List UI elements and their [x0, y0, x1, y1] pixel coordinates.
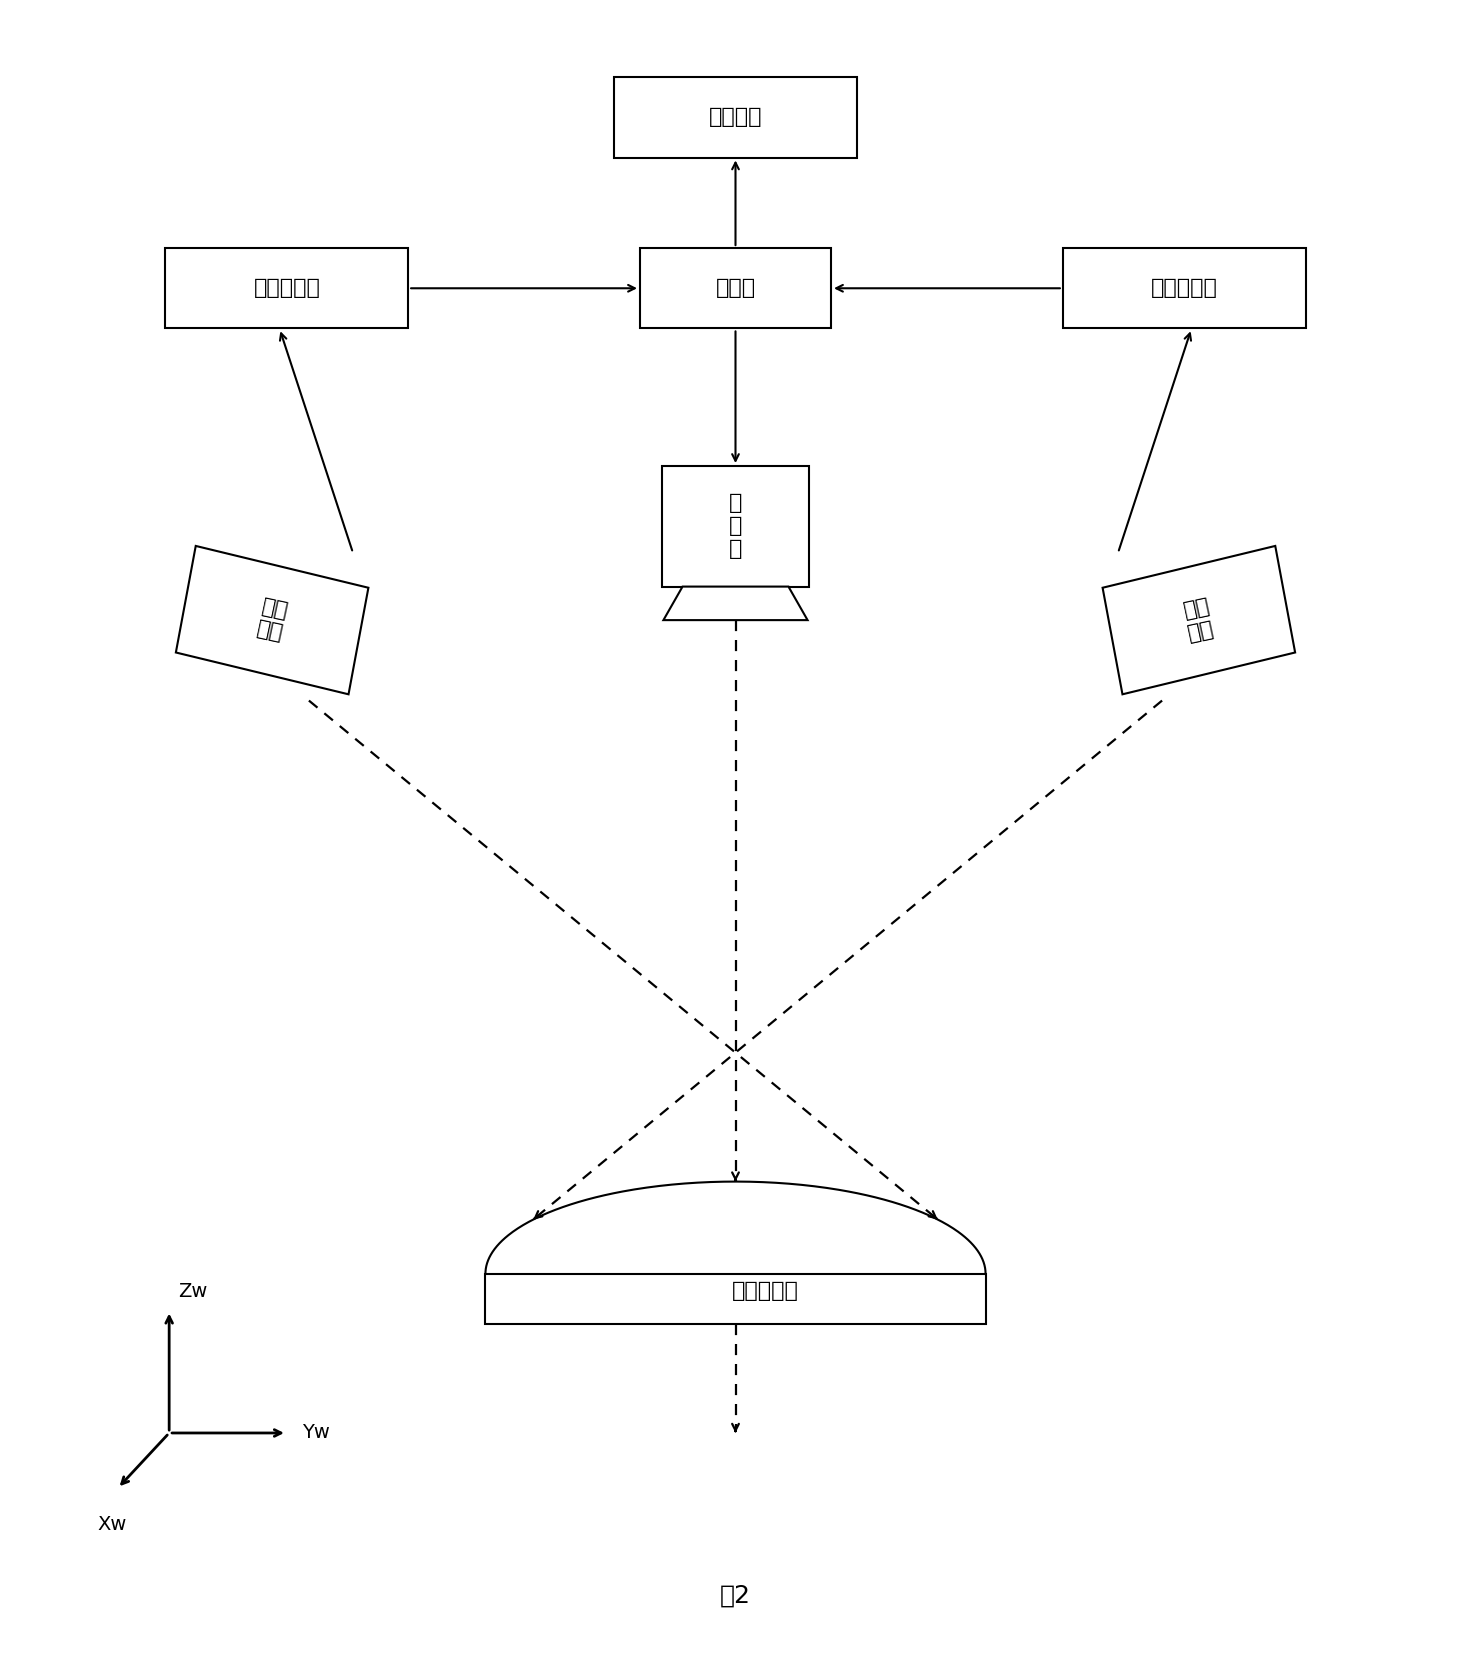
FancyBboxPatch shape	[640, 248, 831, 328]
Text: 图2: 图2	[719, 1584, 752, 1607]
FancyBboxPatch shape	[1062, 248, 1306, 328]
Text: Yw: Yw	[302, 1423, 330, 1443]
Text: 被检测物体: 被检测物体	[731, 1280, 799, 1301]
Text: 左摄
像机: 左摄 像机	[254, 597, 290, 644]
Text: 显示设备: 显示设备	[709, 107, 762, 127]
Text: Zw: Zw	[178, 1282, 207, 1301]
Bar	[177, 546, 368, 694]
Text: 图像采集卡: 图像采集卡	[1150, 278, 1218, 298]
Polygon shape	[663, 587, 808, 620]
Text: 计算机: 计算机	[715, 278, 756, 298]
FancyBboxPatch shape	[662, 466, 809, 587]
Text: Xw: Xw	[97, 1515, 127, 1534]
FancyBboxPatch shape	[485, 1274, 986, 1324]
Bar	[1103, 546, 1294, 694]
FancyBboxPatch shape	[613, 77, 856, 158]
FancyBboxPatch shape	[165, 248, 409, 328]
Text: 右摄
像机: 右摄 像机	[1181, 597, 1217, 644]
Text: 图像采集卡: 图像采集卡	[253, 278, 321, 298]
Text: 投
影
仪: 投 影 仪	[728, 493, 743, 560]
